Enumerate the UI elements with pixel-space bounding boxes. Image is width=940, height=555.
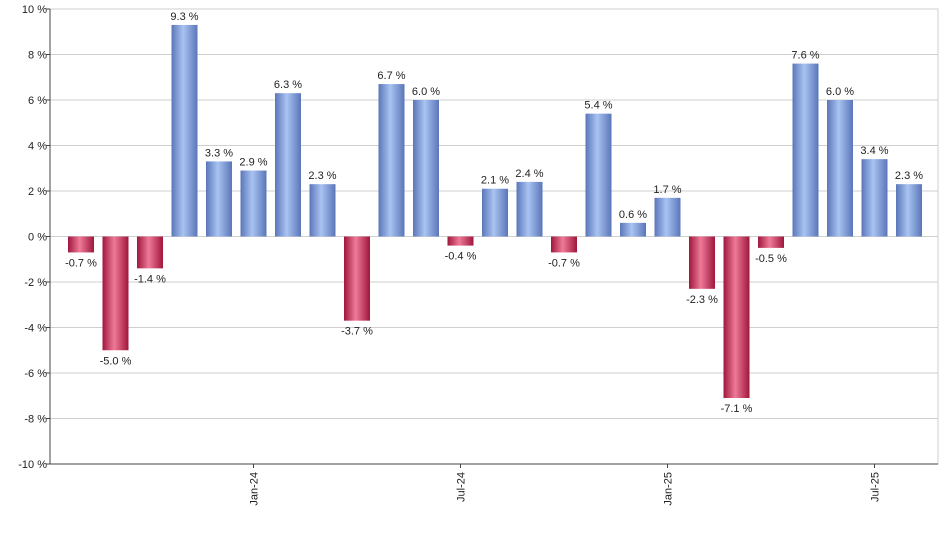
bar-feb-25 bbox=[689, 236, 715, 289]
data-label-oct-24: -0.7 % bbox=[548, 257, 580, 269]
bar-may-25 bbox=[792, 63, 819, 237]
data-label-jan-24: 2.9 % bbox=[239, 157, 267, 169]
x-axis-ticks: Jan-24 Jul-24 Jan-25 Jul-25 bbox=[249, 464, 882, 506]
bar-may-24 bbox=[378, 84, 405, 237]
data-label-aug-24: 2.1 % bbox=[481, 175, 509, 187]
data-label-dec-24: 0.6 % bbox=[619, 209, 647, 221]
bar-feb-24 bbox=[275, 93, 301, 237]
data-label-jul-24: -0.4 % bbox=[445, 251, 477, 263]
data-label-aug-23: -0.7 % bbox=[65, 257, 97, 269]
data-labels: -0.7 % -5.0 % -1.4 % 9.3 % 3.3 % 2.9 % 6.3 % 2.… bbox=[65, 11, 923, 415]
bar-dec-24 bbox=[620, 222, 646, 237]
data-label-jul-25: 3.4 % bbox=[860, 145, 888, 157]
data-label-nov-24: 5.4 % bbox=[584, 100, 612, 112]
axes bbox=[46, 8, 938, 465]
x-tick-label: Jan-25 bbox=[663, 472, 675, 506]
y-tick-label: 8 % bbox=[28, 50, 47, 62]
bar-dec-23 bbox=[206, 161, 232, 237]
bar-aug-23 bbox=[68, 236, 94, 253]
data-label-jun-25: 6.0 % bbox=[826, 86, 854, 98]
y-tick-label: -8 % bbox=[24, 414, 47, 426]
bar-apr-25 bbox=[758, 236, 784, 248]
y-tick-label: -6 % bbox=[24, 368, 47, 380]
data-label-may-25: 7.6 % bbox=[791, 50, 819, 62]
bar-aug-24 bbox=[482, 188, 508, 237]
x-tick-label: Jan-24 bbox=[249, 472, 261, 506]
bar-oct-23 bbox=[137, 236, 163, 269]
data-label-feb-25: -2.3 % bbox=[686, 294, 718, 306]
data-label-jun-24: 6.0 % bbox=[412, 86, 440, 98]
bar-jan-24 bbox=[240, 170, 267, 237]
data-label-sep-23: -5.0 % bbox=[100, 355, 132, 367]
bar-apr-24 bbox=[344, 236, 370, 321]
x-tick-label: Jul-24 bbox=[456, 472, 468, 502]
y-tick-label: -4 % bbox=[24, 323, 47, 335]
bars bbox=[68, 24, 922, 399]
bar-jan-25 bbox=[654, 197, 681, 237]
x-tick-label: Jul-25 bbox=[870, 472, 882, 502]
data-label-nov-23: 9.3 % bbox=[170, 11, 198, 23]
bar-jun-24 bbox=[413, 100, 439, 237]
bar-jun-25 bbox=[827, 100, 853, 237]
bar-jul-25 bbox=[861, 159, 888, 237]
data-label-feb-24: 6.3 % bbox=[274, 79, 302, 91]
bar-jul-24 bbox=[447, 236, 474, 246]
bar-sep-23 bbox=[102, 236, 129, 351]
data-label-apr-24: -3.7 % bbox=[341, 326, 373, 338]
bar-aug-25 bbox=[896, 184, 922, 237]
y-tick-label: 4 % bbox=[28, 141, 47, 153]
bar-nov-23 bbox=[171, 24, 198, 237]
bar-sep-24 bbox=[516, 181, 543, 237]
data-label-mar-24: 2.3 % bbox=[308, 170, 336, 182]
data-label-mar-25: -7.1 % bbox=[721, 403, 753, 415]
y-tick-label: 6 % bbox=[28, 95, 47, 107]
bar-oct-24 bbox=[551, 236, 577, 253]
data-label-aug-25: 2.3 % bbox=[895, 170, 923, 182]
y-tick-label: -2 % bbox=[24, 277, 47, 289]
data-label-jan-25: 1.7 % bbox=[653, 184, 681, 196]
data-label-may-24: 6.7 % bbox=[377, 70, 405, 82]
y-tick-label: 2 % bbox=[28, 186, 47, 198]
y-axis-ticks: -10 % -8 % -6 % -4 % -2 % 0 % 2 % 4 % 6 % 8 % 10 % bbox=[18, 4, 47, 471]
bar-nov-24 bbox=[585, 113, 612, 237]
y-tick-label: 10 % bbox=[22, 4, 47, 16]
data-label-apr-25: -0.5 % bbox=[755, 253, 787, 265]
y-tick-label: 0 % bbox=[28, 232, 47, 244]
y-tick-label: -10 % bbox=[18, 459, 47, 471]
bar-mar-25 bbox=[723, 236, 750, 399]
data-label-sep-24: 2.4 % bbox=[515, 168, 543, 180]
data-label-dec-23: 3.3 % bbox=[205, 147, 233, 159]
bar-mar-24 bbox=[309, 184, 336, 237]
data-label-oct-23: -1.4 % bbox=[134, 273, 166, 285]
